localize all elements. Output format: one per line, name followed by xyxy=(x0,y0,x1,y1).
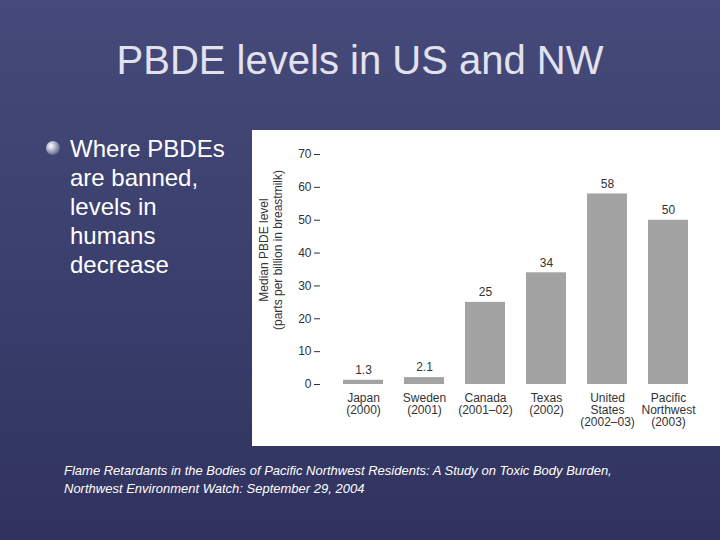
html-text:Flame Retardants in the Bodies: Flame Retardants in the Bodies of Pacifi… xyxy=(64,463,612,478)
svg-text:20: 20 xyxy=(298,312,312,326)
html-text:Northwest Environment Watch: S: Northwest Environment Watch: September 2… xyxy=(64,481,365,496)
svg-text:58: 58 xyxy=(601,177,615,191)
svg-text:2.1: 2.1 xyxy=(416,360,433,374)
svg-text:Sweden(2001): Sweden(2001) xyxy=(403,391,446,417)
svg-text:70: 70 xyxy=(298,147,312,161)
html-text:Where PBDEs are banned, levels: Where PBDEs are banned, levels in humans… xyxy=(70,135,225,278)
svg-text:1.3: 1.3 xyxy=(355,363,372,377)
svg-text:50: 50 xyxy=(298,213,312,227)
svg-text:10: 10 xyxy=(298,344,312,358)
svg-text:50: 50 xyxy=(662,203,676,217)
svg-text:60: 60 xyxy=(298,180,312,194)
html-text:PBDE levels in US and NW: PBDE levels in US and NW xyxy=(116,38,604,82)
svg-text:34: 34 xyxy=(540,256,554,270)
svg-text:Japan(2000): Japan(2000) xyxy=(346,391,381,417)
svg-text:Canada(2001–02): Canada(2001–02) xyxy=(458,391,513,417)
svg-text:Texas(2002): Texas(2002) xyxy=(529,391,564,417)
html-text:Median PBDE level (parts per b: Median PBDE level (parts per billion in … xyxy=(257,170,285,330)
svg-text:UnitedStates(2002–03): UnitedStates(2002–03) xyxy=(580,391,635,429)
svg-text:30: 30 xyxy=(298,279,312,293)
svg-text:25: 25 xyxy=(479,285,493,299)
svg-text:40: 40 xyxy=(298,246,312,260)
svg-text:PacificNorthwest(2003): PacificNorthwest(2003) xyxy=(641,391,696,429)
svg-text:0: 0 xyxy=(305,377,312,391)
